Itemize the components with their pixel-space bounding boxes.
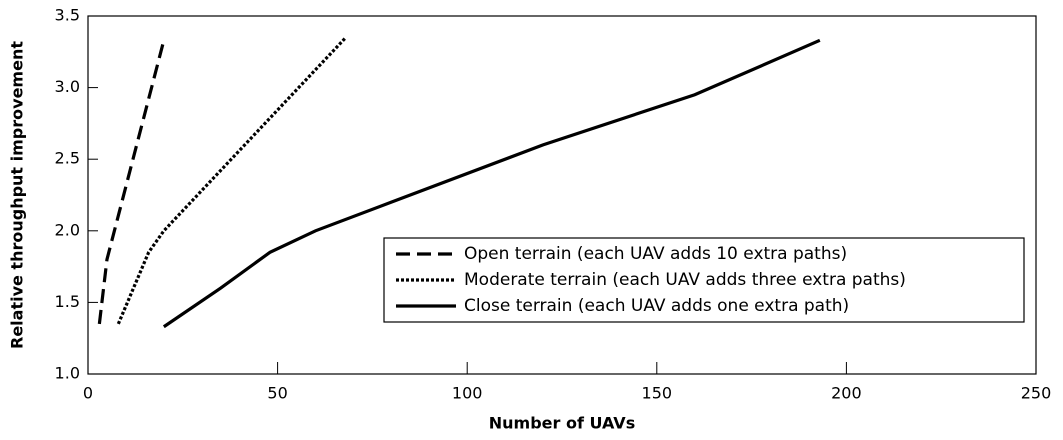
y-axis-title: Relative throughput improvement xyxy=(8,41,27,349)
y-tick-label: 1.5 xyxy=(55,292,80,311)
y-tick-label: 2.0 xyxy=(55,220,80,239)
x-tick-label: 0 xyxy=(83,384,93,403)
legend-label: Close terrain (each UAV adds one extra p… xyxy=(464,296,849,316)
line-series xyxy=(116,36,348,325)
line-series xyxy=(97,39,166,325)
x-tick-label: 50 xyxy=(267,384,287,403)
legend-label: Moderate terrain (each UAV adds three ex… xyxy=(464,270,906,290)
x-tick-label: 100 xyxy=(452,384,483,403)
y-tick-label: 3.0 xyxy=(55,77,80,96)
legend-label: Open terrain (each UAV adds 10 extra pat… xyxy=(464,244,847,264)
y-tick-label: 3.5 xyxy=(55,6,80,25)
y-tick-label: 2.5 xyxy=(55,149,80,168)
x-tick-label: 250 xyxy=(1021,384,1052,403)
plot-frame xyxy=(87,15,1037,375)
x-axis-title: Number of UAVs xyxy=(489,414,635,433)
legend-box xyxy=(383,237,1025,323)
x-tick-label: 150 xyxy=(642,384,673,403)
y-tick-label: 1.0 xyxy=(55,364,80,383)
line-series xyxy=(162,38,821,329)
x-tick-label: 200 xyxy=(831,384,862,403)
